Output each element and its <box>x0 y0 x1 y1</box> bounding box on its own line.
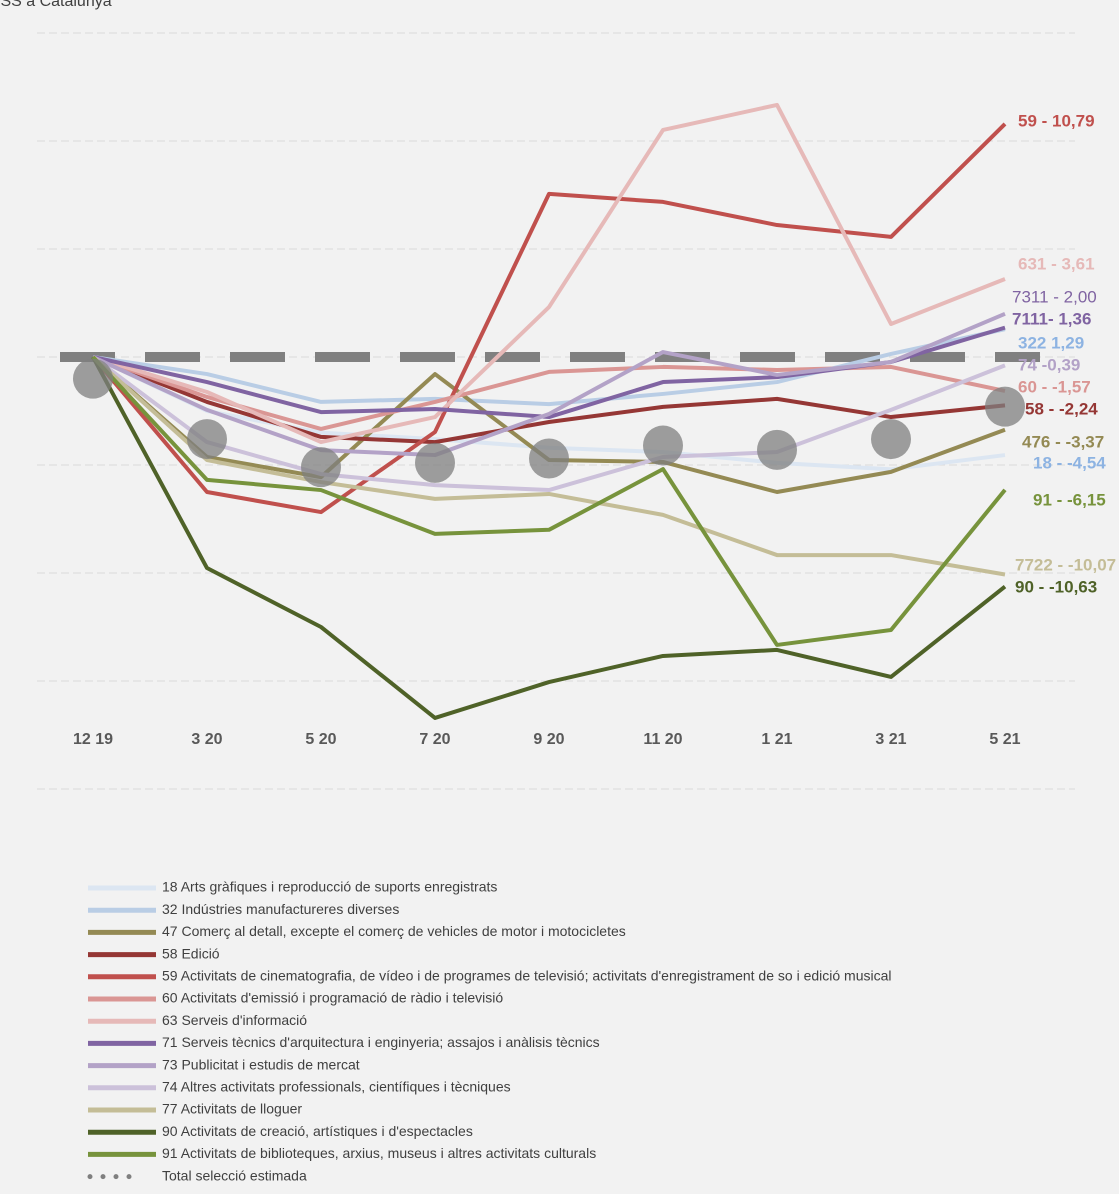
x-tick-label: 7 20 <box>419 731 450 748</box>
chart-title: ISS a Catalunya <box>0 0 112 10</box>
x-tick-label: 3 20 <box>191 731 222 748</box>
series-line <box>92 355 1006 445</box>
end-label: 7111- 1,36 <box>1012 309 1091 328</box>
total-marker <box>985 386 1025 427</box>
end-label: 631 - 3,61 <box>1018 254 1095 273</box>
end-label: 90 - -10,63 <box>1015 577 1097 596</box>
series-line <box>92 327 1006 407</box>
total-marker <box>301 447 341 488</box>
x-tick-label: 9 20 <box>533 731 564 748</box>
legend-label: 63 Serveis d'informació <box>162 1012 307 1028</box>
series-line <box>91 355 1007 647</box>
end-label: 59 - 10,79 <box>1018 111 1095 130</box>
total-marker <box>757 429 797 470</box>
total-marker <box>643 425 683 466</box>
series-line <box>92 311 1006 458</box>
x-tick-label: 5 21 <box>989 731 1020 748</box>
total-marker <box>187 419 227 460</box>
x-tick-label: 5 20 <box>305 731 336 748</box>
end-label: 91 - -6,15 <box>1033 490 1106 509</box>
total-marker <box>73 358 113 399</box>
end-label: 7311 - 2,00 <box>1012 287 1097 306</box>
legend-label: 18 Arts gràfiques i reproducció de supor… <box>162 879 497 895</box>
end-label: 7722 - -10,07 <box>1015 555 1116 574</box>
total-marker <box>415 442 455 483</box>
series-line <box>92 102 1006 445</box>
legend-label: 32 Indústries manufactureres diverses <box>162 901 399 917</box>
series-line <box>91 355 1006 493</box>
legend-label: 91 Activitats de biblioteques, arxius, m… <box>162 1145 596 1161</box>
total-marker <box>871 419 911 460</box>
series-line <box>91 122 1007 515</box>
legend-label: Total selecció estimada <box>162 1167 307 1183</box>
legend-label: 58 Edició <box>162 945 220 961</box>
end-label: 58 - -2,24 <box>1025 399 1098 418</box>
legend-label: 59 Activitats de cinematografia, de víde… <box>162 968 892 984</box>
total-marker <box>529 438 569 479</box>
x-tick-label: 1 21 <box>761 731 792 748</box>
legend-label: 74 Altres activitats professionals, cien… <box>162 1079 511 1095</box>
end-label: 18 - -4,54 <box>1033 453 1106 472</box>
series-line <box>91 356 1007 720</box>
legend-label: 90 Activitats de creació, artístiques i … <box>162 1123 473 1139</box>
legend-swatch <box>126 1174 132 1180</box>
legend-swatch <box>87 1174 93 1180</box>
end-label: 322 1,29 <box>1018 333 1084 352</box>
legend-swatch <box>113 1174 119 1180</box>
legend-label: 73 Publicitat i estudis de mercat <box>162 1056 360 1072</box>
legend-swatch <box>100 1174 106 1180</box>
x-tick-label: 11 20 <box>643 731 682 748</box>
end-label: 476 - -3,37 <box>1022 432 1104 451</box>
end-label: 60 - -1,57 <box>1018 377 1091 396</box>
legend-label: 71 Serveis tècnics d'arquitectura i engi… <box>162 1034 600 1050</box>
series-line <box>91 355 1006 577</box>
legend-label: 77 Activitats de lloguer <box>162 1101 302 1117</box>
x-tick-label: 3 21 <box>875 731 906 748</box>
x-tick-label: 12 19 <box>73 731 113 748</box>
legend-label: 60 Activitats d'emissió i programació de… <box>162 990 503 1006</box>
legend-label: 47 Comerç al detall, excepte el comerç d… <box>162 923 626 939</box>
end-label: 74 -0,39 <box>1018 355 1080 374</box>
